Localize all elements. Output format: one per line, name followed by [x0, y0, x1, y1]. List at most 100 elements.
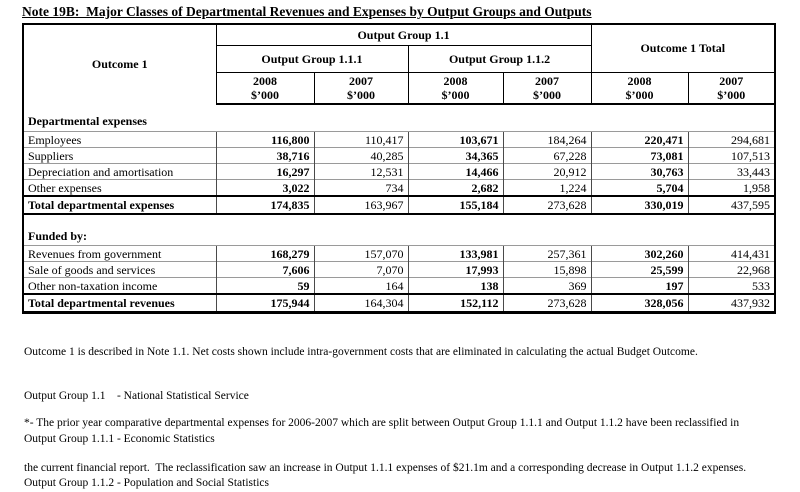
cell-value: 184,264 [503, 131, 592, 148]
cell-value: 1,958 [688, 179, 776, 196]
cell-value: 34,365 [408, 147, 504, 164]
note-line: Output Group 1.1.1 - Economic Statistics [24, 433, 215, 445]
cell-value: 20,912 [503, 163, 592, 180]
cell-value: 14,466 [408, 163, 504, 180]
row-label: Total departmental revenues [23, 293, 217, 314]
row-label: Sale of goods and services [23, 261, 217, 278]
cell-value: 33,443 [688, 163, 776, 180]
table-row: Employees 116,800 110,417 103,671 184,26… [23, 131, 776, 148]
table-row: Revenues from government 168,279 157,070… [23, 245, 776, 262]
cell-value: 5,704 [591, 179, 689, 196]
cell-value: 7,070 [314, 261, 409, 278]
unit-label: $’000 [717, 88, 746, 102]
cell-value: 168,279 [216, 245, 315, 262]
cell-value: 103,671 [408, 131, 504, 148]
total-revenues-row: Total departmental revenues 175,944 164,… [23, 293, 776, 314]
year-label: 2007 [349, 74, 373, 88]
cell-value: 273,628 [503, 195, 592, 215]
unit-label: $’000 [533, 88, 561, 102]
cell-value: 152,112 [408, 293, 504, 314]
cell-value: 163,967 [314, 195, 409, 215]
cell-value: 330,019 [591, 195, 689, 215]
outcome-description-notes: Outcome 1 is described in Note 1.1. Net … [24, 316, 698, 492]
table-row: Other non-taxation income 59 164 138 369… [23, 277, 776, 294]
section-heading-expenses: Departmental expenses [23, 104, 776, 132]
cell-value: 220,471 [591, 131, 689, 148]
header-year-2007: 2007 $’000 [314, 72, 409, 105]
note-line: Output Group 1.1.2 - Population and Soci… [24, 476, 269, 489]
header-year-2008: 2008 $’000 [216, 72, 315, 105]
cell-value: 257,361 [503, 245, 592, 262]
cell-value: 17,993 [408, 261, 504, 278]
footnote-line: the current financial report. The reclas… [24, 462, 747, 474]
table-row: Other expenses 3,022 734 2,682 1,224 5,7… [23, 179, 776, 196]
table-row: Suppliers 38,716 40,285 34,365 67,228 73… [23, 147, 776, 164]
cell-value: 133,981 [408, 245, 504, 262]
cell-value: 328,056 [591, 293, 689, 314]
header-year-2007: 2007 $’000 [503, 72, 592, 105]
header-outcome-1-total: Outcome 1 Total [591, 24, 776, 73]
cell-value: 174,835 [216, 195, 315, 215]
row-label: Revenues from government [23, 245, 217, 262]
cell-value: 3,022 [216, 179, 315, 196]
cell-value: 414,431 [688, 245, 776, 262]
note-line: Outcome 1 is described in Note 1.1. Net … [24, 346, 698, 358]
note-line: Output Group 1.1 - National Statistical … [24, 389, 249, 402]
row-label: Employees [23, 131, 217, 148]
cell-value: 12,531 [314, 163, 409, 180]
cell-value: 734 [314, 179, 409, 196]
header-row-group: Outcome 1 Output Group 1.1 Outcome 1 Tot… [23, 24, 776, 104]
table-row: Sale of goods and services 7,606 7,070 1… [23, 261, 776, 278]
cell-value: 155,184 [408, 195, 504, 215]
row-label: Other non-taxation income [23, 277, 217, 294]
section-heading-row: Funded by: [23, 227, 776, 246]
header-row-subgroups: Output Group 1.1.1 Output Group 1.1.2 [23, 45, 775, 73]
year-label: 2008 [627, 74, 652, 88]
cell-value: 15,898 [503, 261, 592, 278]
spacer-cell [23, 214, 775, 227]
year-label: 2008 [253, 74, 277, 88]
cell-value: 164,304 [314, 293, 409, 314]
header-year-2007: 2007 $’000 [688, 72, 776, 105]
cell-value: 175,944 [216, 293, 315, 314]
cell-value: 30,763 [591, 163, 689, 180]
row-label: Suppliers [23, 147, 217, 164]
cell-value: 40,285 [314, 147, 409, 164]
cell-value: 138 [408, 277, 504, 294]
header-output-group-1-1-1: Output Group 1.1.1 [216, 45, 409, 73]
cell-value: 116,800 [216, 131, 315, 148]
year-label: 2008 [443, 74, 468, 88]
note-19b-title: Note 19B: Major Classes of Departmental … [22, 4, 592, 19]
year-label: 2007 [535, 74, 559, 88]
cell-value: 67,228 [503, 147, 592, 164]
table-row: Depreciation and amortisation 16,297 12,… [23, 163, 776, 180]
cell-value: 2,682 [408, 179, 504, 196]
cell-value: 16,297 [216, 163, 315, 180]
cell-value: 294,681 [688, 131, 776, 148]
header-output-group-1-1: Output Group 1.1 [216, 24, 592, 46]
header-row-years: 2008 $’000 2007 $’000 2008 $’000 2007 $’… [23, 72, 776, 105]
footnote-line: *- The prior year comparative department… [24, 417, 740, 429]
cell-value: 533 [688, 277, 776, 294]
cell-value: 7,606 [216, 261, 315, 278]
cell-value: 59 [216, 277, 315, 294]
unit-label: $’000 [441, 88, 470, 102]
cell-value: 437,932 [688, 293, 776, 314]
unit-label: $’000 [625, 88, 654, 102]
header-year-2008: 2008 $’000 [591, 72, 689, 105]
reclassification-footnote: *- The prior year comparative department… [24, 386, 784, 492]
cell-value: 73,081 [591, 147, 689, 164]
cell-value: 164 [314, 277, 409, 294]
cell-value: 107,513 [688, 147, 776, 164]
spacer-row [23, 214, 775, 227]
row-label: Other expenses [23, 179, 217, 196]
unit-label: $’000 [251, 88, 279, 102]
header-output-group-1-1-2: Output Group 1.1.2 [408, 45, 592, 73]
header-year-2008: 2008 $’000 [408, 72, 504, 105]
row-label: Total departmental expenses [23, 195, 217, 215]
section-heading-row: Departmental expenses [23, 104, 776, 132]
cell-value: 25,599 [591, 261, 689, 278]
cell-value: 369 [503, 277, 592, 294]
section-heading-funded-by: Funded by: [23, 227, 776, 246]
